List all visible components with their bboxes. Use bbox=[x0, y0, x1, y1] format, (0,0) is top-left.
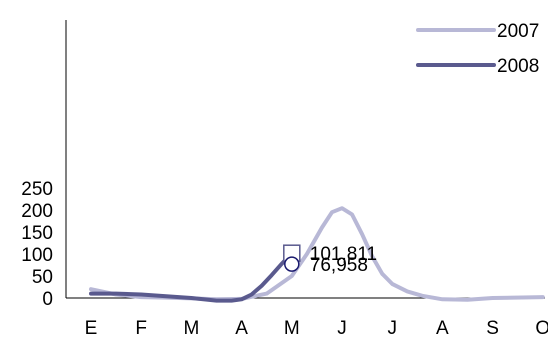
y-tick-label: 50 bbox=[32, 267, 53, 288]
y-tick-label: 200 bbox=[21, 201, 53, 222]
y-tick-label: 0 bbox=[42, 289, 53, 310]
circle-marker bbox=[284, 256, 300, 272]
x-tick-label: A bbox=[235, 318, 248, 338]
x-tick-label: O bbox=[535, 318, 548, 338]
legend: 2007 2008 bbox=[416, 21, 539, 77]
series-line-2008 bbox=[89, 251, 294, 303]
x-tick-label: M bbox=[183, 318, 199, 338]
data-label: 101,811 bbox=[310, 244, 377, 265]
x-tick-label: S bbox=[486, 318, 499, 338]
x-tick-label: A bbox=[436, 318, 449, 338]
x-tick-label: F bbox=[135, 318, 147, 338]
data-label: 76,958 bbox=[310, 255, 368, 276]
legend-label: 2007 bbox=[497, 21, 539, 42]
y-tick-label: 250 bbox=[21, 179, 53, 200]
x-tick-label: J bbox=[387, 318, 397, 338]
x-tick-label: J bbox=[337, 318, 347, 338]
legend-label: 2008 bbox=[497, 56, 539, 77]
x-tick-label: M bbox=[284, 318, 300, 338]
series-layer bbox=[89, 206, 545, 303]
y-tick-label: 100 bbox=[21, 245, 53, 266]
y-tick-label: 150 bbox=[21, 223, 53, 244]
x-tick-label: E bbox=[85, 318, 98, 338]
